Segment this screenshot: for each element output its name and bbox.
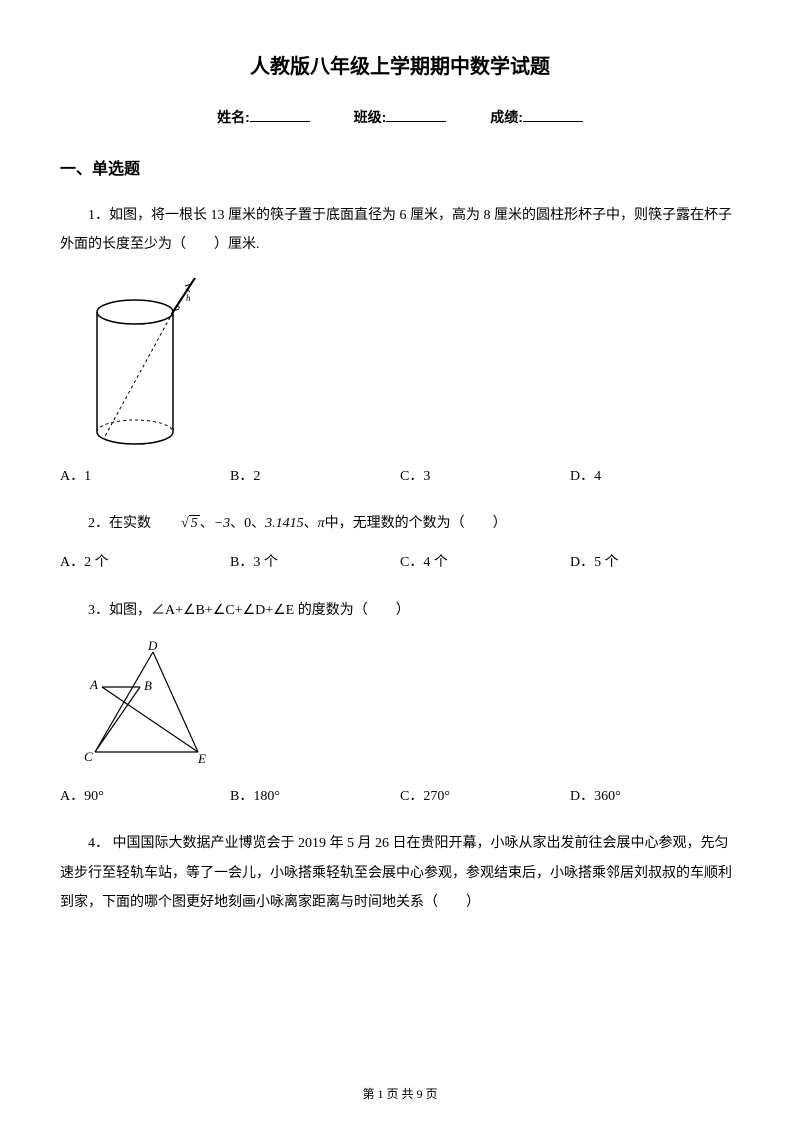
label-d: D [147,638,158,653]
q1-options: A．1 B．2 C．3 D．4 [60,464,740,489]
cylinder-svg: h [80,272,220,447]
q3-options: A．90° B．180° C．270° D．360° [60,784,740,809]
q2-sep2: 、0、 [230,516,265,531]
q1-opt-b: B．2 [230,464,400,489]
minus3: −3 [214,516,230,531]
q2-options: A．2 个 B．3 个 C．4 个 D．5 个 [60,550,740,575]
question-2: 2．在实数5、−3、0、3.1415、π中，无理数的个数为（ ） [60,509,740,538]
figure-cylinder: h [80,272,740,452]
star-svg: A B C D E [80,637,230,767]
name-label: 姓名: [217,109,250,125]
q2-opt-a: A．2 个 [60,550,230,575]
q2-sep3: 、 [304,516,318,531]
q3-opt-b: B．180° [230,784,400,809]
q2-opt-b: B．3 个 [230,550,400,575]
q3-opt-a: A．90° [60,784,230,809]
label-b: B [144,678,152,693]
page-footer: 第 1 页 共 9 页 [0,1085,800,1102]
exam-title: 人教版八年级上学期期中数学试题 [60,50,740,79]
svg-text:h: h [186,293,191,303]
section-header: 一、单选题 [60,155,740,179]
q1-num: 1 [88,208,95,223]
score-blank [523,121,583,122]
q4-num: 4 [88,836,95,851]
q2-text-after: 中，无理数的个数为（ ） [325,516,507,531]
label-e: E [197,751,206,766]
q3-opt-d: D．360° [570,784,740,809]
question-3: 3．如图，∠A+∠B+∠C+∠D+∠E 的度数为（ ） [60,596,740,625]
decimal: 3.1415 [265,516,304,531]
q1-opt-a: A．1 [60,464,230,489]
q4-text: ． 中国国际大数据产业博览会于 2019 年 5 月 26 日在贵阳开幕，小咏从… [60,836,732,910]
score-label: 成绩: [490,109,523,125]
name-blank [250,121,310,122]
q3-num: 3 [88,603,95,618]
q1-opt-c: C．3 [400,464,570,489]
q1-opt-d: D．4 [570,464,740,489]
q2-num: 2 [88,516,95,531]
q3-text: ．如图，∠A+∠B+∠C+∠D+∠E 的度数为（ ） [95,603,410,618]
pi: π [318,516,325,531]
label-c: C [84,749,93,764]
q2-opt-c: C．4 个 [400,550,570,575]
question-4: 4． 中国国际大数据产业博览会于 2019 年 5 月 26 日在贵阳开幕，小咏… [60,829,740,917]
q2-text-before: ．在实数 [95,516,151,531]
q2-sep1: 、 [200,516,214,531]
q3-opt-c: C．270° [400,784,570,809]
label-a: A [89,677,98,692]
question-1: 1．如图，将一根长 13 厘米的筷子置于底面直径为 6 厘米，高为 8 厘米的圆… [60,201,740,260]
class-blank [386,121,446,122]
figure-star: A B C D E [80,637,740,772]
class-label: 班级: [354,109,387,125]
sqrt5: 5 [151,509,200,538]
student-info-line: 姓名: 班级: 成绩: [60,107,740,127]
q2-opt-d: D．5 个 [570,550,740,575]
q1-text: ．如图，将一根长 13 厘米的筷子置于底面直径为 6 厘米，高为 8 厘米的圆柱… [60,208,732,252]
